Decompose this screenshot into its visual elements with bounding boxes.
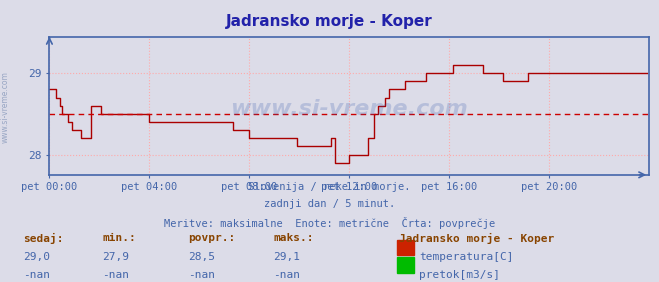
Text: -nan: -nan — [102, 270, 129, 280]
Text: Slovenija / reke in morje.: Slovenija / reke in morje. — [248, 182, 411, 192]
Text: -nan: -nan — [23, 270, 50, 280]
Text: www.si-vreme.com: www.si-vreme.com — [231, 98, 468, 118]
Text: www.si-vreme.com: www.si-vreme.com — [1, 71, 10, 143]
Text: maks.:: maks.: — [273, 233, 314, 243]
Text: 28,5: 28,5 — [188, 252, 215, 262]
Text: sedaj:: sedaj: — [23, 233, 63, 244]
Text: povpr.:: povpr.: — [188, 233, 235, 243]
Text: min.:: min.: — [102, 233, 136, 243]
Text: 27,9: 27,9 — [102, 252, 129, 262]
Text: temperatura[C]: temperatura[C] — [419, 252, 513, 262]
Text: -nan: -nan — [273, 270, 301, 280]
Text: -nan: -nan — [188, 270, 215, 280]
Text: Meritve: maksimalne  Enote: metrične  Črta: povprečje: Meritve: maksimalne Enote: metrične Črta… — [164, 217, 495, 229]
Text: Jadransko morje - Koper: Jadransko morje - Koper — [226, 14, 433, 29]
Text: 29,0: 29,0 — [23, 252, 50, 262]
Text: zadnji dan / 5 minut.: zadnji dan / 5 minut. — [264, 199, 395, 209]
Text: 29,1: 29,1 — [273, 252, 301, 262]
Text: pretok[m3/s]: pretok[m3/s] — [419, 270, 500, 280]
Text: Jadransko morje - Koper: Jadransko morje - Koper — [399, 233, 554, 244]
